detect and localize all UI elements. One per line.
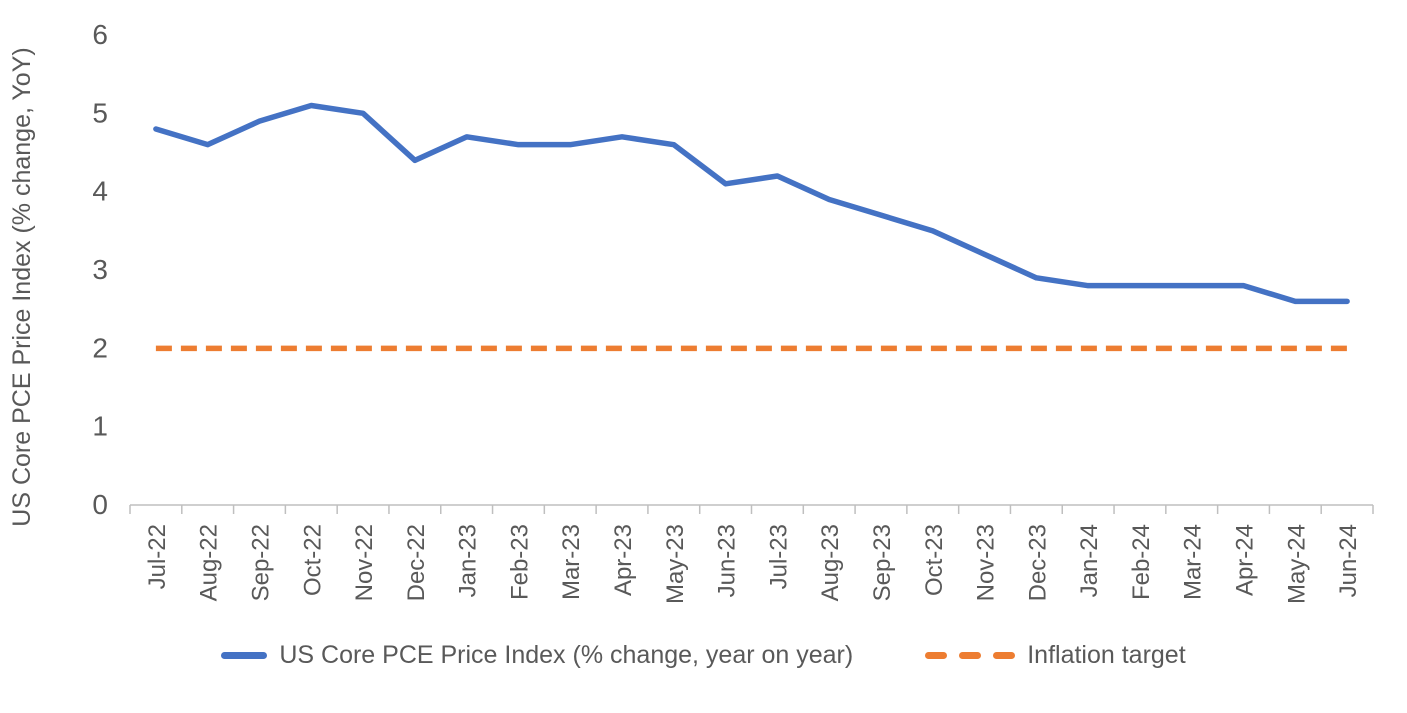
dash-segment-icon: [959, 652, 982, 659]
y-tick-label: 3: [92, 254, 108, 285]
y-tick-label: 0: [92, 489, 108, 520]
x-tick-label: Dec-22: [403, 524, 430, 601]
x-tick-label: May-24: [1283, 524, 1310, 604]
legend-label-inflation-target: Inflation target: [1027, 641, 1186, 669]
legend-item-core-pce: US Core PCE Price Index (% change, year …: [221, 641, 853, 670]
y-tick-label: 2: [92, 332, 108, 363]
x-tick-label: Mar-24: [1180, 524, 1207, 600]
x-tick-label: Jul-23: [765, 524, 792, 589]
x-tick-label: Jul-22: [144, 524, 171, 589]
x-tick-label: Aug-22: [196, 524, 223, 601]
x-tick-label: May-23: [662, 524, 689, 604]
x-tick-label: Apr-23: [610, 524, 637, 596]
x-tick-label: Jan-23: [455, 524, 482, 597]
x-tick-label: Jan-24: [1076, 524, 1103, 597]
x-tick-label: Oct-23: [921, 524, 948, 596]
core-pce-line: [153, 102, 1350, 305]
x-tick-label: Dec-23: [1024, 524, 1051, 601]
x-tick-label: Mar-23: [558, 524, 585, 600]
x-tick-label: Jun-24: [1335, 524, 1362, 597]
x-tick-label: Oct-22: [299, 524, 326, 596]
x-tick-label: Feb-23: [506, 524, 533, 600]
x-tick-label: Apr-24: [1232, 524, 1259, 596]
y-tick-label: 6: [92, 19, 108, 50]
x-tick-label: Sep-22: [247, 524, 274, 601]
dashed-line-swatch-icon: [925, 652, 1016, 659]
x-tick-label: Jun-23: [714, 524, 741, 597]
y-tick-label: 1: [92, 411, 108, 442]
legend-item-inflation-target: Inflation target: [925, 641, 1186, 670]
x-tick-label: Feb-24: [1128, 524, 1155, 600]
dash-segment-icon: [925, 652, 948, 659]
solid-line-swatch-icon: [221, 652, 268, 659]
legend-label-core-pce: US Core PCE Price Index (% change, year …: [279, 641, 854, 669]
dash-segment-icon: [993, 652, 1016, 659]
y-tick-label: 5: [92, 97, 108, 128]
y-tick-label: 4: [92, 176, 108, 207]
x-tick-label: Aug-23: [817, 524, 844, 601]
chart-legend: US Core PCE Price Index (% change, year …: [0, 641, 1407, 670]
x-tick-label: Sep-23: [869, 524, 896, 601]
y-axis-title: US Core PCE Price Index (% change, YoY): [8, 47, 36, 526]
x-tick-label: Nov-23: [973, 524, 1000, 601]
x-tick-label: Nov-22: [351, 524, 378, 601]
